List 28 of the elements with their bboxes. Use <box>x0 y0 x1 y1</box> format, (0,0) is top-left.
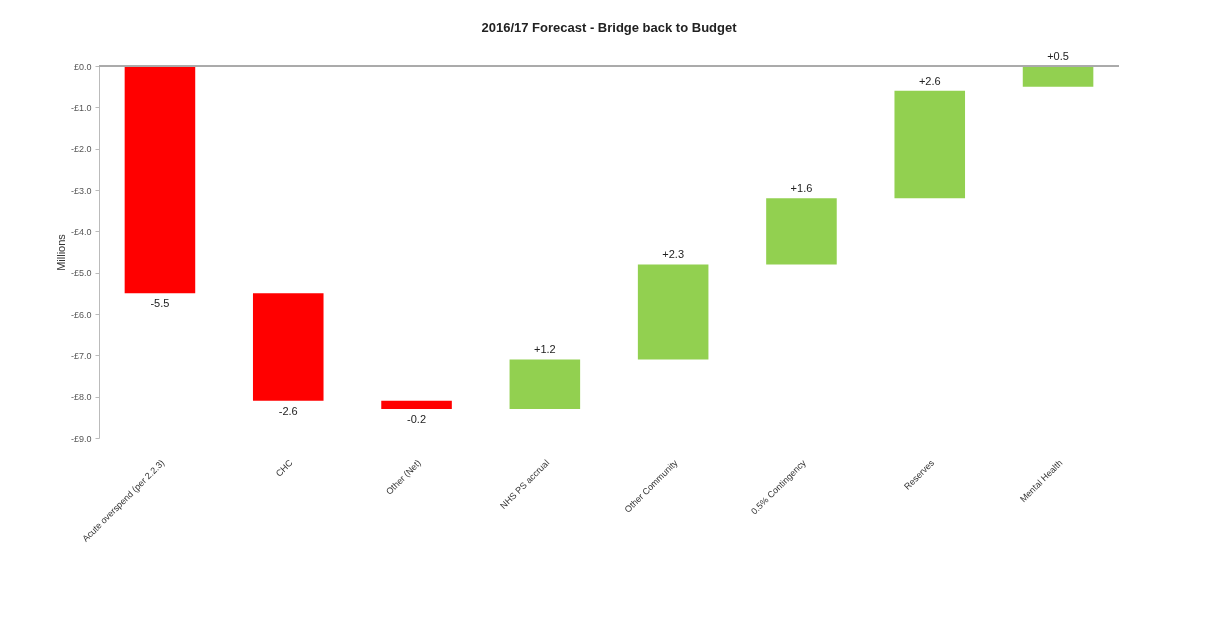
bar <box>381 400 452 410</box>
bar <box>1022 66 1094 87</box>
y-tick-label: -£8.0 <box>70 392 92 403</box>
data-label: -5.5 <box>150 297 170 310</box>
y-tick-label: -£4.0 <box>70 226 92 237</box>
y-axis-title: Millions <box>54 233 67 271</box>
bar <box>766 198 837 265</box>
bar <box>252 293 324 401</box>
chart-title: 2016/17 Forecast - Bridge back to Budget <box>481 20 738 35</box>
data-label: +1.2 <box>533 343 556 356</box>
y-tick-label: £0.0 <box>73 61 92 72</box>
bar <box>894 90 966 199</box>
y-tick-label: -£6.0 <box>70 309 92 320</box>
y-tick-label: -£2.0 <box>70 144 92 155</box>
data-label: -0.2 <box>407 413 427 426</box>
y-tick-label: -£3.0 <box>70 185 92 196</box>
data-label: -2.6 <box>278 404 298 417</box>
bar <box>124 66 196 294</box>
data-label: +2.3 <box>662 248 685 261</box>
y-tick-label: -£1.0 <box>70 102 92 113</box>
y-tick-label: -£7.0 <box>70 350 92 361</box>
data-label: +2.6 <box>918 74 941 87</box>
data-label: +0.5 <box>1047 50 1069 62</box>
bar <box>637 264 709 360</box>
data-label: +1.6 <box>790 182 813 195</box>
y-tick-label: -£5.0 <box>70 268 92 279</box>
bar <box>509 359 581 410</box>
y-tick-label: -£9.0 <box>70 433 92 444</box>
